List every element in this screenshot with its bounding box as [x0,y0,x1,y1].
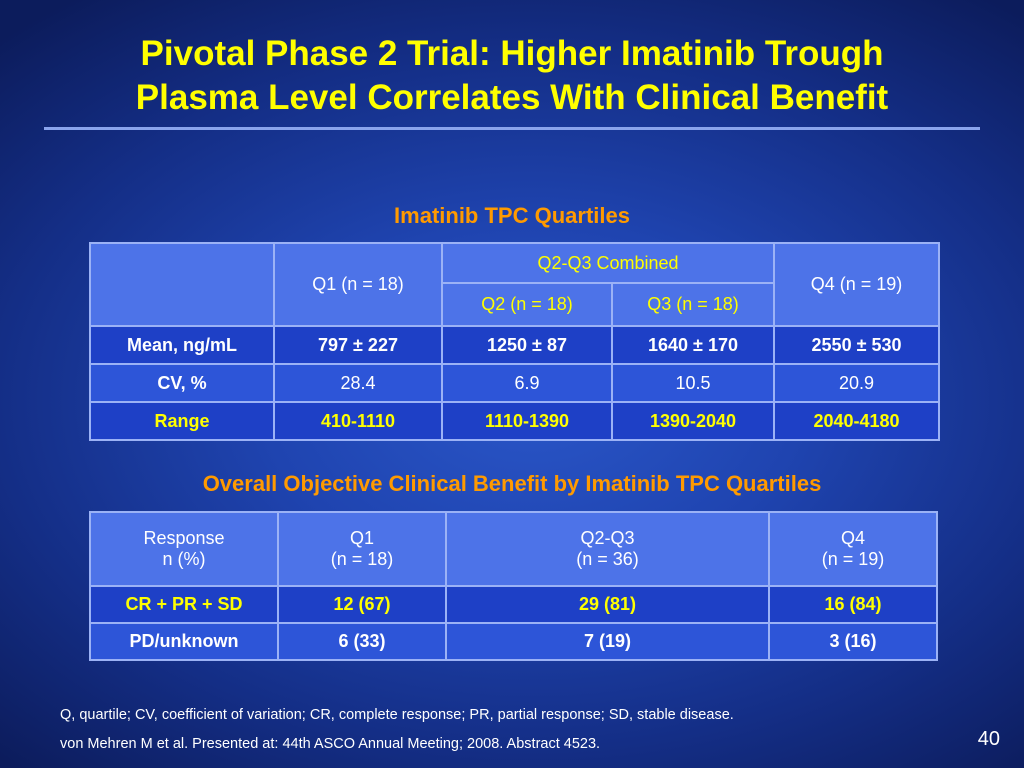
table1-header-row-1: Q1 (n = 18) Q2-Q3 Combined Q4 (n = 19) [89,242,941,327]
cell-mean-q1: 797 ± 227 [273,325,443,365]
title-divider [44,127,980,130]
cell-benefit-q23: 29 (81) [445,585,770,624]
q1-label: Q1 [349,528,374,548]
tpc-quartiles-table: Q1 (n = 18) Q2-Q3 Combined Q4 (n = 19) Q… [89,242,941,441]
cell-benefit-q4: 16 (84) [768,585,938,624]
cell-range-q2: 1110-1390 [441,401,613,441]
page-number: 40 [977,728,1000,750]
cell-cv-q3: 10.5 [610,363,776,403]
slide-title-line1: Pivotal Phase 2 Trial: Higher Imatinib T… [140,34,884,73]
q23-n: (n = 36) [576,549,639,569]
cell-benefit-q1: 12 (67) [277,585,447,624]
table1-header-q4: Q4 (n = 19) [773,242,941,327]
q23-label: Q2-Q3 [580,528,635,548]
row-label-benefit: CR + PR + SD [89,585,279,624]
table1-header-q2: Q2 (n = 18) [441,282,613,327]
footnote-citation: von Mehren M et al. Presented at: 44th A… [60,736,601,752]
table1-header-row-2: Q2 (n = 18) Q3 (n = 18) [90,282,939,327]
cell-range-q3: 1390-2040 [610,401,776,441]
table-row: Mean, ng/mL 797 ± 227 1250 ± 87 1640 ± 1… [89,325,941,365]
table-row: CV, % 28.4 6.9 10.5 20.9 [89,363,941,403]
table1-heading: Imatinib TPC Quartiles [394,203,630,228]
table-row: Range 410-1110 1110-1390 1390-2040 2040-… [89,401,941,441]
cell-mean-q3: 1640 ± 170 [610,325,776,365]
cell-mean-q2: 1250 ± 87 [441,325,613,365]
clinical-benefit-table: Response n (%) Q1 (n = 18) Q2-Q3 (n = 36… [89,511,938,661]
cell-range-q4: 2040-4180 [773,401,941,441]
table2-header-response: Response n (%) [89,511,279,587]
response-label: Response [143,528,225,548]
cell-cv-q1: 28.4 [273,363,443,403]
q4-n: (n = 19) [821,549,885,569]
table2-header-q1: Q1 (n = 18) [277,511,447,587]
q1-n: (n = 18) [330,549,394,569]
table-row: PD/unknown 6 (33) 7 (19) 3 (16) [89,622,938,661]
cell-cv-q2: 6.9 [441,363,613,403]
row-label-mean: Mean, ng/mL [89,325,275,365]
table1-header-q1: Q1 (n = 18) [273,242,443,327]
row-label-cv: CV, % [89,363,275,403]
table2-header-q4: Q4 (n = 19) [768,511,938,587]
cell-pd-q4: 3 (16) [768,622,938,661]
table1-header-combined: Q2-Q3 Combined [440,242,776,284]
cell-pd-q1: 6 (33) [277,622,447,661]
response-unit: n (%) [162,549,206,569]
cell-cv-q4: 20.9 [773,363,941,403]
row-label-range: Range [89,401,275,441]
cell-mean-q4: 2550 ± 530 [773,325,941,365]
slide-title: Pivotal Phase 2 Trial: Higher Imatinib T… [0,32,1024,120]
q4-label: Q4 [840,528,865,548]
footnote-abbreviations: Q, quartile; CV, coefficient of variatio… [60,707,734,723]
slide-title-line2: Plasma Level Correlates With Clinical Be… [135,78,889,117]
table2-header-row: Response n (%) Q1 (n = 18) Q2-Q3 (n = 36… [89,511,938,587]
row-label-pd: PD/unknown [89,622,279,661]
table1-header-blank [89,242,275,327]
table1-header-q3: Q3 (n = 18) [610,282,776,327]
table2-heading: Overall Objective Clinical Benefit by Im… [202,471,822,496]
cell-range-q1: 410-1110 [273,401,443,441]
table2-header-q23: Q2-Q3 (n = 36) [445,511,770,587]
cell-pd-q23: 7 (19) [445,622,770,661]
table-row: CR + PR + SD 12 (67) 29 (81) 16 (84) [89,585,938,624]
